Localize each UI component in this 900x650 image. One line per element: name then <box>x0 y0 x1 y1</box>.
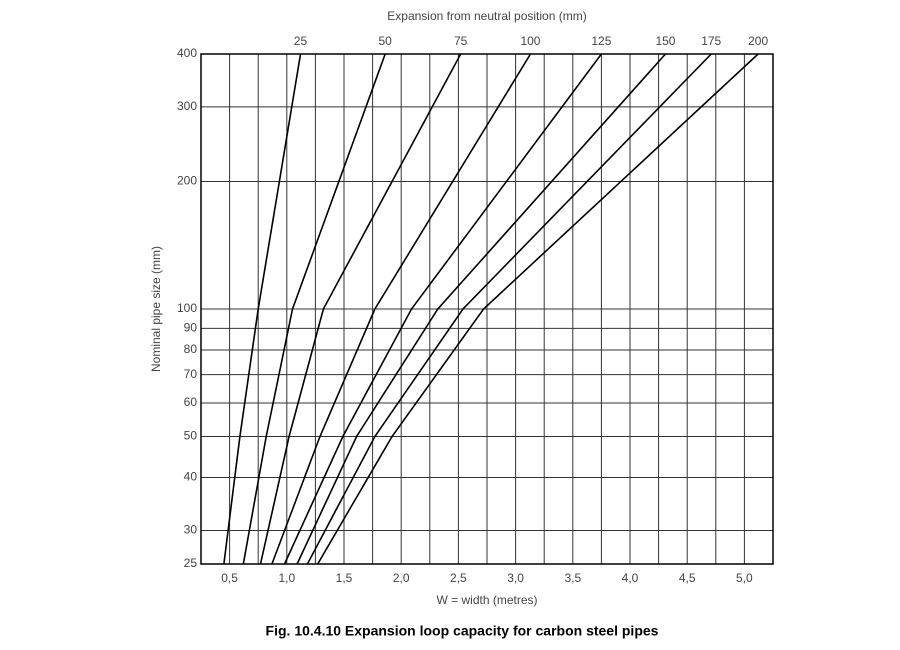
curve-label: 175 <box>701 34 721 48</box>
curve <box>296 53 667 565</box>
y-tick-label: 300 <box>177 99 197 113</box>
curve <box>283 53 603 565</box>
curve-label: 200 <box>748 34 768 48</box>
y-tick-label: 200 <box>177 174 197 188</box>
top-axis-title: Expansion from neutral position (mm) <box>387 9 586 23</box>
x-tick-label: 2,0 <box>393 571 410 585</box>
y-tick-label: 30 <box>184 523 198 537</box>
x-tick-label: 4,5 <box>679 571 696 585</box>
x-tick-label: 3,0 <box>507 571 524 585</box>
x-tick-label: 1,5 <box>336 571 353 585</box>
y-tick-label: 50 <box>184 429 198 443</box>
y-tick-label: 80 <box>184 342 198 356</box>
curve-label: 100 <box>520 34 540 48</box>
curve <box>271 53 532 565</box>
curve <box>316 53 759 565</box>
curve <box>242 53 386 565</box>
curve-label: 150 <box>655 34 675 48</box>
plot-frame <box>200 53 774 565</box>
x-axis-title: W = width (metres) <box>436 593 537 607</box>
y-tick-label: 90 <box>184 321 198 335</box>
x-tick-label: 3,5 <box>564 571 581 585</box>
curve <box>223 53 302 565</box>
y-axis-title: Nominal pipe size (mm) <box>149 246 163 372</box>
y-tick-label: 70 <box>184 367 198 381</box>
x-tick-label: 4,0 <box>622 571 639 585</box>
x-tick-label: 5,0 <box>736 571 753 585</box>
curve-label: 25 <box>294 34 308 48</box>
curve-label: 125 <box>591 34 611 48</box>
x-tick-label: 0,5 <box>221 571 238 585</box>
x-tick-label: 2,5 <box>450 571 467 585</box>
x-tick-label: 1,0 <box>278 571 295 585</box>
curve <box>306 53 712 565</box>
curve-label: 50 <box>379 34 393 48</box>
y-tick-label: 100 <box>177 301 197 315</box>
y-tick-label: 40 <box>184 470 198 484</box>
curve-label: 75 <box>454 34 468 48</box>
y-tick-label: 60 <box>184 395 198 409</box>
caption: Fig. 10.4.10 Expansion loop capacity for… <box>266 623 659 639</box>
curve <box>259 53 462 565</box>
y-tick-label: 400 <box>177 46 197 60</box>
y-tick-label: 25 <box>184 556 198 570</box>
